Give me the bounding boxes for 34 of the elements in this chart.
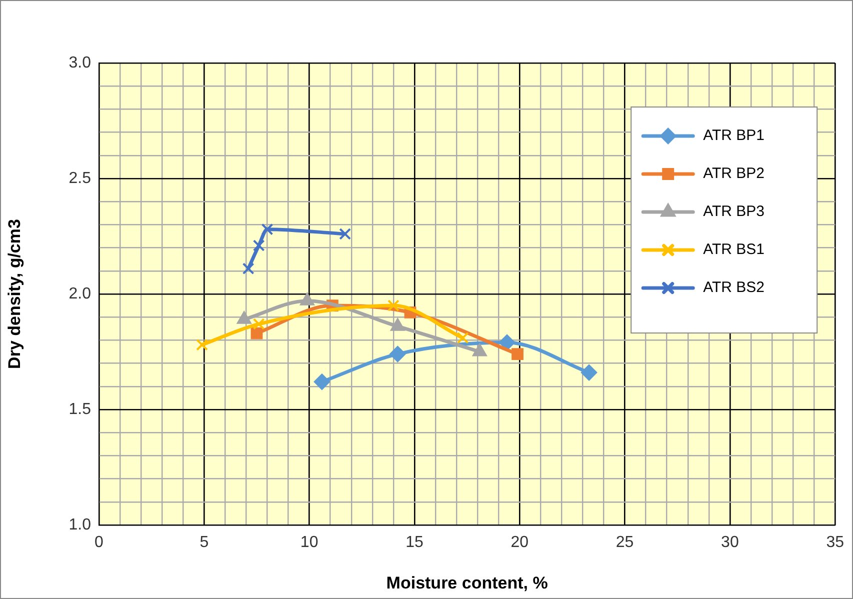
- legend-label: ATR BP3: [703, 203, 765, 220]
- legend-label: ATR BS1: [703, 241, 765, 258]
- legend-label: ATR BS2: [703, 279, 765, 296]
- legend-label: ATR BP2: [703, 165, 765, 182]
- point: [250, 327, 263, 340]
- point: [252, 240, 265, 252]
- point: [512, 348, 524, 360]
- x-axis-title: Moisture content, %: [386, 573, 548, 592]
- point: [242, 262, 254, 275]
- point: [581, 364, 598, 381]
- x-tick-label: 30: [721, 534, 739, 552]
- x-tick-label: 35: [826, 534, 844, 552]
- y-axis-title: Dry density, g/cm3: [4, 219, 24, 369]
- x-tick-label: 10: [300, 534, 318, 552]
- y-tick-label: 3.0: [68, 54, 92, 72]
- point: [387, 300, 400, 312]
- point: [499, 334, 516, 351]
- point: [314, 374, 330, 390]
- x-tick-label: 15: [406, 534, 424, 552]
- y-tick-label: 1.5: [68, 400, 92, 418]
- y-tick-label: 2.0: [68, 285, 92, 302]
- x-tick-label: 25: [616, 534, 634, 552]
- point: [261, 223, 274, 236]
- x-tick-label: 5: [200, 534, 209, 552]
- x-tick-label: 20: [510, 534, 529, 552]
- point: [252, 318, 265, 330]
- legend-label: ATR BP1: [703, 127, 765, 144]
- point: [390, 346, 406, 362]
- point: [456, 332, 469, 344]
- point: [339, 228, 352, 240]
- x-tick-label: 0: [94, 534, 104, 552]
- y-tick-label: 2.5: [68, 170, 92, 187]
- point: [196, 338, 208, 351]
- y-tick-label: 1.0: [68, 516, 92, 534]
